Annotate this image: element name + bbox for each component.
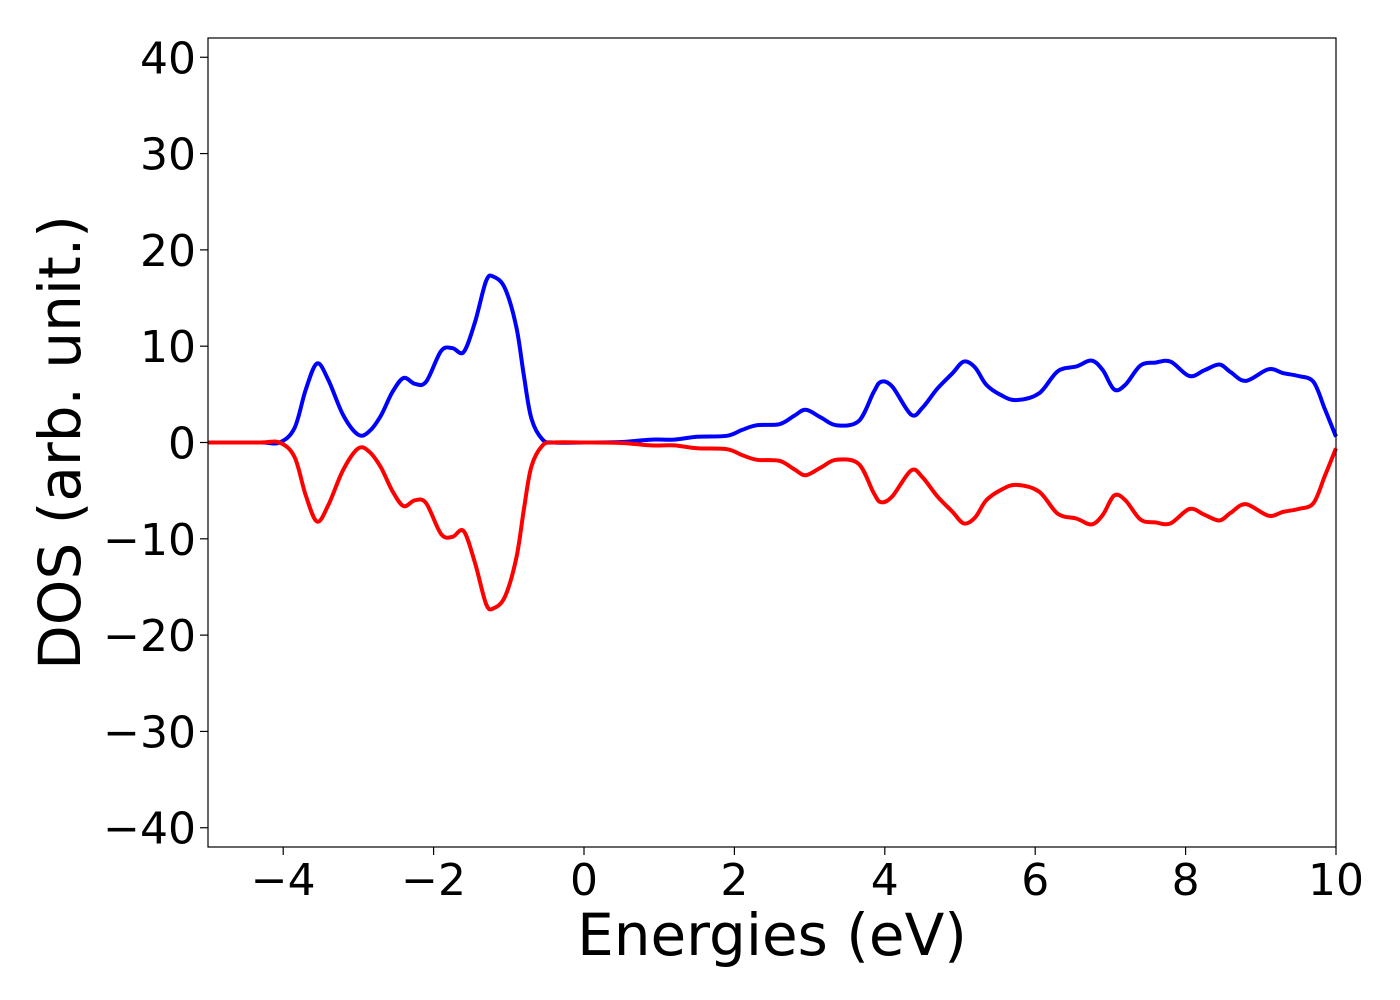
- x-tick-label: 2: [720, 855, 748, 906]
- y-tick-label: −10: [103, 515, 196, 566]
- x-tick-label: 8: [1172, 855, 1200, 906]
- x-tick-label: 6: [1021, 855, 1049, 906]
- plot-area: [207, 273, 1338, 612]
- y-tick-label: −30: [103, 707, 196, 758]
- y-axis-label: DOS (arb. unit.): [26, 215, 94, 670]
- y-tick-label: 40: [140, 33, 196, 84]
- x-tick-label: 0: [570, 855, 598, 906]
- y-tick-label: 20: [140, 226, 196, 277]
- dos-series-2-line: [207, 439, 1338, 612]
- x-tick-label: 4: [871, 855, 899, 906]
- x-tick-label: −2: [401, 855, 466, 906]
- plot-frame: [207, 37, 1337, 848]
- dos-series-1-line: [207, 273, 1338, 446]
- x-axis: −4 −2 0 2 4 6 8 10: [251, 847, 1364, 906]
- y-tick-label: −40: [103, 804, 196, 855]
- x-tick-label: 10: [1308, 855, 1364, 906]
- y-tick-label: −20: [103, 611, 196, 662]
- y-axis: 40 30 20 10 0 −10 −20 −30 −40: [103, 33, 208, 855]
- y-tick-label: 30: [140, 130, 196, 181]
- x-axis-label: Energies (eV): [577, 901, 967, 969]
- y-tick-label: 0: [168, 419, 196, 470]
- y-tick-label: 10: [140, 322, 196, 373]
- x-tick-label: −4: [251, 855, 316, 906]
